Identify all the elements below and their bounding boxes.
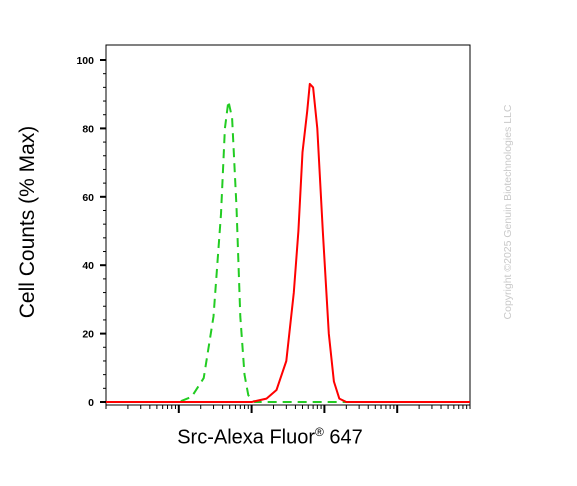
x-axis-label-end: 647: [323, 426, 363, 449]
x-axis-label: Src-Alexa Fluor® 647: [120, 425, 420, 450]
y-axis-label: Cell Counts (% Max): [16, 125, 39, 319]
y-tick-label: 0: [88, 397, 94, 409]
y-tick-label: 100: [76, 55, 94, 67]
series-group: [106, 82, 470, 403]
control-histogram-line: [106, 100, 470, 403]
copyright-watermark: Copyright ©2025 Genuin Biotechnologies L…: [502, 104, 514, 320]
y-tick-label: 60: [82, 192, 94, 204]
registered-mark: ®: [315, 425, 324, 439]
y-tick-label: 80: [82, 123, 94, 135]
plot-frame: [105, 44, 471, 406]
x-axis-label-main: Src-Alexa Fluor: [177, 426, 316, 449]
axes: 0 20 40 60 80 100: [76, 55, 471, 413]
y-tick-label: 40: [82, 260, 94, 272]
y-tick-label: 20: [82, 329, 94, 341]
sample-histogram-line: [106, 82, 470, 403]
